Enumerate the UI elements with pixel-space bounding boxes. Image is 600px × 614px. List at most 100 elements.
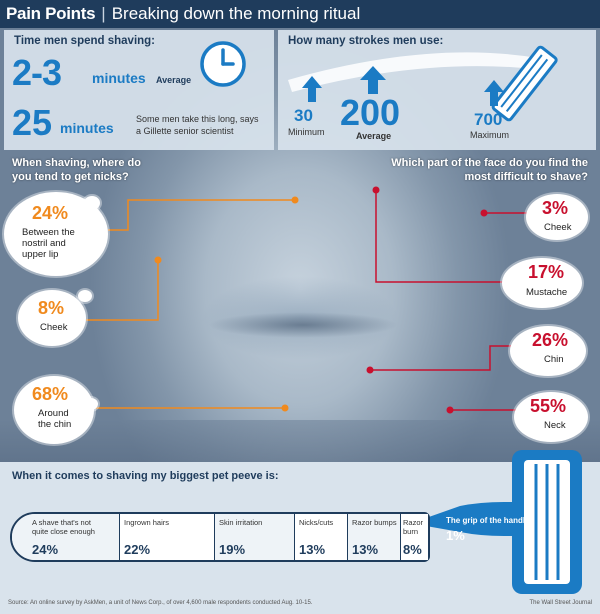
- peeve-segment: Razor bumps 13%: [348, 514, 401, 560]
- strokes-min-value: 30: [294, 106, 313, 125]
- peeve-value: 19%: [219, 542, 246, 557]
- difficult-pct-neck: 55%: [530, 396, 567, 416]
- difficult-bubble-cheek: [526, 194, 588, 240]
- peeve-label: Nicks/cuts: [299, 518, 334, 527]
- nicks-question-line-2: you tend to get nicks?: [12, 171, 129, 183]
- source-note: Source: An online survey by AskMen, a un…: [8, 600, 313, 606]
- page-subtitle: Breaking down the morning ritual: [111, 4, 361, 23]
- grip-pct: 1%: [446, 528, 465, 543]
- time-max-note-1: Some men take this long, says: [136, 114, 259, 124]
- difficult-label-mustache: Mustache: [526, 287, 568, 298]
- peeve-value: 13%: [352, 542, 379, 557]
- title-separator: |: [101, 4, 106, 23]
- difficult-pct-cheek: 3%: [542, 198, 569, 218]
- strokes-avg-value: 200: [340, 92, 401, 133]
- time-avg-unit: minutes: [92, 70, 146, 86]
- peeve-segment: Skin irritation 19%: [215, 514, 295, 560]
- nick-label-nostril-3: upper lip: [22, 249, 59, 260]
- nick-label-cheek: Cheek: [40, 322, 68, 333]
- strokes-avg-label: Average: [356, 131, 392, 141]
- arrow-min-icon: [302, 76, 322, 102]
- razor-stroke-graphic: [288, 45, 558, 122]
- peeve-label: Razor burn: [403, 518, 423, 536]
- peeve-label-line: A shave that's not: [32, 518, 91, 527]
- nick-label-chin-2: the chin: [38, 419, 72, 430]
- peeve-segment: Razor burn 8%: [401, 514, 428, 560]
- difficult-bubble-neck: [514, 392, 588, 442]
- peeve-label-line: burn: [403, 527, 419, 536]
- peeve-segment: Nicks/cuts 13%: [295, 514, 348, 560]
- difficult-dot-neck: [446, 406, 454, 414]
- nick-dot-chin: [281, 404, 289, 412]
- arrow-avg-icon: [360, 66, 386, 94]
- difficult-bubble-mustache: [502, 258, 582, 308]
- peeve-label-line: Razor: [403, 518, 424, 527]
- time-box: Time men spend shaving: 2-3 minutes Aver…: [4, 30, 274, 150]
- nick-label-nostril-1: Between the: [22, 227, 75, 238]
- peeve-label: Razor bumps: [352, 518, 397, 527]
- bubble-tail: [78, 290, 92, 302]
- peeve-segment: A shave that's not quite close enough 24…: [12, 514, 120, 560]
- time-max-note-2: a Gillette senior scientist: [136, 126, 234, 136]
- nick-label-nostril-2: nostril and: [22, 238, 66, 249]
- credit-note: The Wall Street Journal: [529, 600, 592, 606]
- time-max-value: 25: [12, 102, 53, 143]
- page-title: Pain Points: [6, 4, 96, 23]
- razor-head-icon: [426, 450, 582, 594]
- razor-head-shape: [288, 52, 543, 92]
- strokes-max-value: 700: [474, 110, 503, 129]
- peeve-value: 8%: [403, 542, 422, 557]
- peeve-label-line: quite close enough: [32, 527, 95, 536]
- nicks-question-line-1: When shaving, where do: [12, 157, 141, 169]
- bubble-tail: [84, 196, 100, 210]
- time-title: Time men spend shaving:: [14, 35, 156, 47]
- difficult-connector-chin: [370, 345, 514, 371]
- nick-pct-nostril: 24%: [32, 203, 69, 223]
- nick-dot-cheek: [154, 256, 162, 264]
- difficult-connector-mustache: [375, 190, 505, 283]
- nick-bubble-chin: [14, 376, 94, 444]
- strokes-min-label: Minimum: [288, 127, 325, 137]
- difficult-pct-chin: 26%: [532, 330, 569, 350]
- nick-connector-nostril: [108, 199, 295, 231]
- arrow-max-icon: [484, 80, 504, 106]
- bubble-tail: [84, 398, 98, 410]
- nick-label-chin: Around the chin: [38, 408, 71, 430]
- nick-pct-chin: 68%: [32, 384, 69, 404]
- peeve-label: Skin irritation: [219, 518, 263, 527]
- time-avg-value: 2-3: [12, 52, 62, 93]
- nick-dot-nostril: [291, 196, 299, 204]
- nick-label-chin-1: Around: [38, 408, 69, 419]
- time-avg-label: Average: [156, 75, 192, 85]
- mouth-shadow: [208, 312, 398, 338]
- difficult-question-line-1: Which part of the face do you find the: [391, 157, 588, 169]
- peeve-value: 13%: [299, 542, 326, 557]
- difficult-dot-cheek: [480, 209, 488, 217]
- difficult-label-cheek: Cheek: [544, 222, 572, 233]
- header-bar: Pain Points | Breaking down the morning …: [0, 0, 600, 28]
- strokes-max-label: Maximum: [470, 130, 510, 140]
- difficult-dot-mustache: [372, 186, 380, 194]
- time-max-unit: minutes: [60, 120, 114, 136]
- nick-connector-cheek: [86, 260, 159, 321]
- difficult-label-chin: Chin: [544, 354, 564, 365]
- peeve-label: A shave that's not quite close enough: [32, 518, 95, 536]
- peeve-label: Ingrown hairs: [124, 518, 170, 527]
- nicks-question: When shaving, where do you tend to get n…: [12, 156, 141, 184]
- peeve-value: 22%: [124, 542, 151, 557]
- difficult-question: Which part of the face do you find the m…: [391, 156, 588, 184]
- peeve-segment: Ingrown hairs 22%: [120, 514, 215, 560]
- strokes-box: How many strokes men use: 30 Minimum 200…: [278, 30, 596, 150]
- grip-label: The grip of the handle: [446, 516, 530, 525]
- nick-pct-cheek: 8%: [38, 298, 65, 318]
- difficult-label-neck: Neck: [544, 420, 566, 431]
- nick-bubble-cheek: [18, 290, 86, 346]
- difficult-pct-mustache: 17%: [528, 262, 565, 282]
- difficult-dot-chin: [366, 366, 374, 374]
- peeve-value: 24%: [32, 542, 59, 557]
- clock-icon: [200, 41, 246, 87]
- razor-neck-shape: [426, 502, 520, 536]
- razor-blade-icon: [491, 45, 558, 122]
